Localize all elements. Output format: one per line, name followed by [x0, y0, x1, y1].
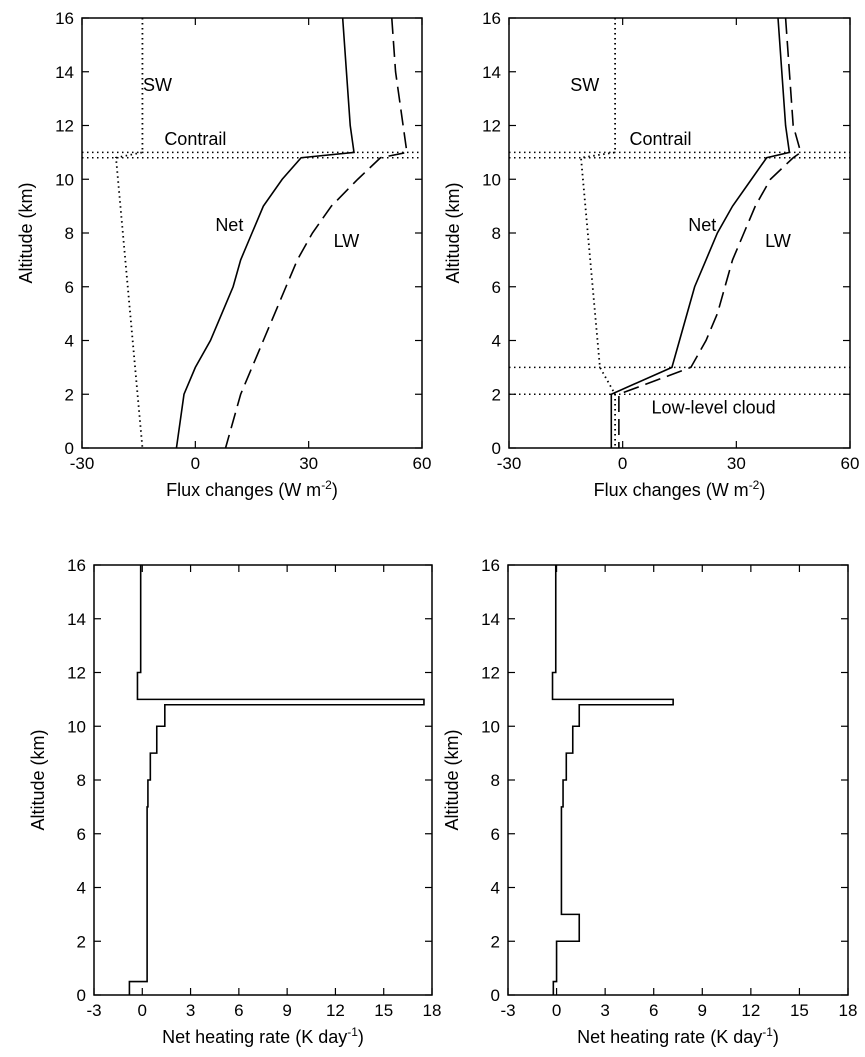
x-tick-label: 30	[727, 454, 746, 473]
x-tick-label: 0	[552, 1001, 561, 1020]
x-tick-label: -30	[70, 454, 95, 473]
x-tick-label: 9	[282, 1001, 291, 1020]
y-tick-label: 2	[77, 932, 86, 951]
y-tick-label: 0	[491, 986, 500, 1005]
y-tick-label: 14	[481, 610, 500, 629]
y-tick-label: 16	[481, 556, 500, 575]
y-tick-label: 2	[492, 385, 501, 404]
y-tick-label: 2	[65, 385, 74, 404]
y-tick-label: 10	[481, 717, 500, 736]
y-tick-label: 12	[482, 117, 501, 136]
x-axis-label: Flux changes (W m-2)	[166, 478, 338, 500]
y-tick-label: 14	[67, 610, 86, 629]
y-tick-label: 0	[77, 986, 86, 1005]
x-tick-label: -3	[500, 1001, 515, 1020]
y-tick-label: 8	[65, 224, 74, 243]
plot-area	[128, 565, 425, 995]
x-tick-label: 60	[413, 454, 432, 473]
annotation-label: Contrail	[164, 129, 226, 149]
y-tick-label: 14	[482, 63, 501, 82]
plot-frame	[507, 564, 849, 996]
y-tick-label: 16	[482, 9, 501, 28]
x-tick-label: 3	[600, 1001, 609, 1020]
x-tick-label: 0	[191, 454, 200, 473]
y-tick-label: 6	[65, 278, 74, 297]
y-tick-label: 4	[77, 879, 86, 898]
y-tick-label: 6	[77, 825, 86, 844]
y-tick-label: 14	[55, 63, 74, 82]
y-tick-label: 12	[67, 664, 86, 683]
x-tick-label: 3	[186, 1001, 195, 1020]
x-tick-label: 30	[299, 454, 318, 473]
heating-rate-line	[551, 565, 674, 995]
y-tick-label: 12	[481, 664, 500, 683]
y-axis-label: Altitude (km)	[442, 729, 462, 830]
series-lw-line	[618, 18, 802, 448]
x-axis-label: Net heating rate (K day-1)	[577, 1025, 779, 1047]
x-tick-label: 9	[698, 1001, 707, 1020]
plot-area	[509, 18, 850, 448]
plot-frame	[508, 17, 851, 449]
x-axis-label: Net heating rate (K day-1)	[162, 1025, 364, 1047]
y-axis-label: Altitude (km)	[28, 729, 48, 830]
x-tick-label: 15	[790, 1001, 809, 1020]
y-tick-label: 16	[67, 556, 86, 575]
plot-frame	[93, 564, 433, 996]
y-tick-label: 6	[491, 825, 500, 844]
series-net-line	[610, 18, 791, 448]
annotation-label: Net	[688, 215, 716, 235]
series-net-line	[175, 18, 355, 448]
x-tick-label: 6	[649, 1001, 658, 1020]
y-tick-label: 8	[77, 771, 86, 790]
annotation-label: Contrail	[630, 129, 692, 149]
x-tick-label: 12	[326, 1001, 345, 1020]
x-tick-label: -30	[497, 454, 522, 473]
y-axis-label: Altitude (km)	[16, 182, 36, 283]
y-tick-label: 10	[482, 170, 501, 189]
annotation-label: LW	[334, 231, 360, 251]
y-tick-label: 4	[492, 332, 501, 351]
x-tick-label: 6	[234, 1001, 243, 1020]
annotation-label: Net	[215, 215, 243, 235]
y-tick-label: 8	[491, 771, 500, 790]
x-tick-label: 0	[138, 1001, 147, 1020]
heating-rate-line	[128, 565, 425, 995]
y-tick-label: 10	[67, 717, 86, 736]
y-tick-label: 4	[491, 879, 500, 898]
annotation-label: SW	[143, 75, 172, 95]
x-tick-label: 18	[423, 1001, 442, 1020]
y-tick-label: 0	[65, 439, 74, 458]
series-sw-line	[115, 18, 144, 448]
plot-area	[82, 18, 422, 448]
y-tick-label: 8	[492, 224, 501, 243]
annotation-label: LW	[765, 231, 791, 251]
series-lw-line	[224, 18, 408, 448]
x-tick-label: 15	[374, 1001, 393, 1020]
x-tick-label: 60	[841, 454, 860, 473]
x-tick-label: 18	[839, 1001, 858, 1020]
y-tick-label: 6	[492, 278, 501, 297]
plot-area	[551, 565, 674, 995]
y-tick-label: 0	[492, 439, 501, 458]
x-tick-label: -3	[86, 1001, 101, 1020]
annotation-label: SW	[570, 75, 599, 95]
x-axis-label: Flux changes (W m-2)	[594, 478, 766, 500]
y-tick-label: 16	[55, 9, 74, 28]
annotation-label: Low-level cloud	[652, 398, 776, 418]
x-tick-label: 0	[618, 454, 627, 473]
y-tick-label: 10	[55, 170, 74, 189]
x-tick-label: 12	[741, 1001, 760, 1020]
y-tick-label: 12	[55, 117, 74, 136]
y-axis-label: Altitude (km)	[443, 182, 463, 283]
y-tick-label: 4	[65, 332, 74, 351]
y-tick-label: 2	[491, 932, 500, 951]
